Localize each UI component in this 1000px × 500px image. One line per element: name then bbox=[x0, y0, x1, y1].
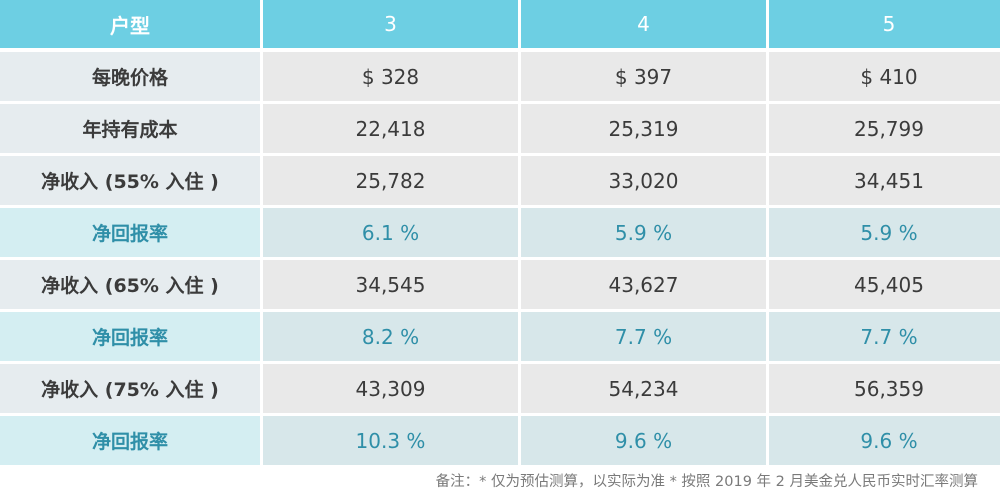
table-cell: 34,545 bbox=[263, 260, 518, 312]
pricing-table: 户型 3 4 5 每晚价格 $ 328 $ 397 $ 410 年持有成本 22… bbox=[0, 0, 1000, 468]
row-label: 净回报率 bbox=[0, 312, 260, 364]
row-label: 净回报率 bbox=[0, 208, 260, 260]
table-cell: 8.2 % bbox=[263, 312, 518, 364]
table-cell: 5.9 % bbox=[769, 208, 1000, 260]
header-label-unit-type: 户型 bbox=[0, 0, 260, 52]
header-column-5: 5 bbox=[769, 0, 1000, 52]
table-cell: 25,799 bbox=[769, 104, 1000, 156]
table-cell: 54,234 bbox=[521, 364, 766, 416]
table-cell: 25,319 bbox=[521, 104, 766, 156]
table-cell: 5.9 % bbox=[521, 208, 766, 260]
row-label: 年持有成本 bbox=[0, 104, 260, 156]
header-column-4: 4 bbox=[521, 0, 766, 52]
table-cell: 7.7 % bbox=[521, 312, 766, 364]
table-cell: 56,359 bbox=[769, 364, 1000, 416]
table-cell: 43,627 bbox=[521, 260, 766, 312]
table-cell: 9.6 % bbox=[521, 416, 766, 468]
row-label: 净收入 (75% 入住 ) bbox=[0, 364, 260, 416]
table-cell: 10.3 % bbox=[263, 416, 518, 468]
row-label: 净收入 (65% 入住 ) bbox=[0, 260, 260, 312]
row-label: 净收入 (55% 入住 ) bbox=[0, 156, 260, 208]
table-cell: 9.6 % bbox=[769, 416, 1000, 468]
table-cell: 43,309 bbox=[263, 364, 518, 416]
table-cell: 7.7 % bbox=[769, 312, 1000, 364]
table-cell: 34,451 bbox=[769, 156, 1000, 208]
row-label: 每晚价格 bbox=[0, 52, 260, 104]
table-cell: $ 328 bbox=[263, 52, 518, 104]
header-column-3: 3 bbox=[263, 0, 518, 52]
table-cell: 6.1 % bbox=[263, 208, 518, 260]
row-label: 净回报率 bbox=[0, 416, 260, 468]
table-cell: 25,782 bbox=[263, 156, 518, 208]
table-cell: 45,405 bbox=[769, 260, 1000, 312]
footnote: 备注：* 仅为预估测算，以实际为准 * 按照 2019 年 2 月美金兑人民币实… bbox=[435, 474, 978, 490]
table-cell: $ 410 bbox=[769, 52, 1000, 104]
table-cell: $ 397 bbox=[521, 52, 766, 104]
table-cell: 33,020 bbox=[521, 156, 766, 208]
table-cell: 22,418 bbox=[263, 104, 518, 156]
